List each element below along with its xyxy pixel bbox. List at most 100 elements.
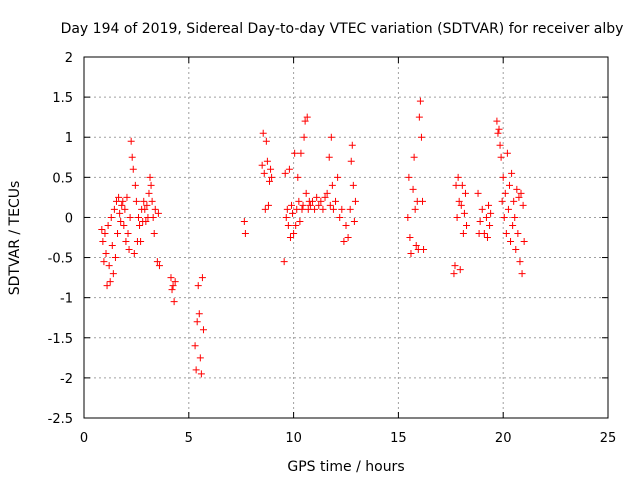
data-point [474,189,482,197]
data-point [411,205,419,213]
data-point [404,213,412,221]
data-point [114,229,122,237]
data-point [108,242,116,250]
data-point [329,205,337,213]
data-point [121,205,129,213]
data-point [118,201,126,209]
data-point [336,213,344,221]
data-point [195,310,203,318]
data-point [516,258,524,266]
data-point [487,209,495,217]
data-point [123,193,131,201]
data-point [122,238,130,246]
data-point [420,246,428,254]
data-point [505,181,513,189]
data-point [321,193,329,201]
data-point [169,282,177,290]
data-point [512,246,520,254]
plot-frame [83,56,609,419]
data-point [148,197,156,205]
data-point [134,213,142,221]
data-point [412,242,420,250]
data-point [455,197,463,205]
data-point [167,274,175,282]
data-point [410,153,418,161]
data-point [130,250,138,258]
data-point [485,201,493,209]
data-point [328,181,336,189]
data-point [100,258,108,266]
data-point [153,258,161,266]
data-point [332,197,340,205]
y-tick-label: 2 [65,51,73,66]
data-point [141,205,149,213]
data-point [497,153,505,161]
data-point [296,217,304,225]
data-point [515,193,523,201]
y-tick-label: -1.5 [48,332,73,347]
data-point [482,213,490,221]
y-axis-title: SDTVAR / TECUs [7,181,23,296]
data-point [170,298,178,306]
data-point [407,250,415,258]
data-point [415,113,423,121]
data-point [109,270,117,278]
data-point [98,225,106,233]
data-point [261,205,269,213]
data-point [502,229,510,237]
data-point [150,229,158,237]
data-point [340,238,348,246]
data-point [346,205,354,213]
data-point [241,229,249,237]
data-point [463,221,471,229]
data-point [267,165,275,173]
data-point [301,117,309,125]
data-point [126,213,134,221]
data-point [302,189,310,197]
data-point [102,250,110,258]
data-point [262,137,270,145]
data-point [192,366,200,374]
data-point [499,173,507,181]
data-point [520,238,528,246]
data-point [103,282,111,290]
data-point [451,262,459,270]
data-point [147,181,155,189]
data-point [115,193,123,201]
data-point [311,205,319,213]
data-point [193,318,201,326]
data-point [132,197,140,205]
data-point [290,229,298,237]
data-point [319,205,327,213]
x-tick-label: 0 [80,431,88,446]
data-point [137,238,145,246]
data-point [419,197,427,205]
data-point [286,234,294,241]
data-point [291,149,299,157]
data-point [496,141,504,149]
data-point [476,217,484,225]
data-point [265,177,273,185]
data-point [348,141,356,149]
data-point [349,181,357,189]
data-point [292,221,300,229]
data-point [456,266,464,274]
data-point [199,326,207,334]
data-point [149,213,157,221]
data-point [284,221,292,229]
data-point [191,342,199,350]
data-point [509,221,517,229]
data-point [478,205,486,213]
data-point [461,189,469,197]
data-point [197,370,205,378]
y-tick-label: -1 [60,292,73,307]
chart-title: Day 194 of 2019, Sidereal Day-to-day VTE… [61,21,624,37]
data-point [127,137,135,145]
data-point [154,209,162,217]
axis-ticks: 0 5 10 15 20 25 -2.5 -2 -1.5 -1 -0.5 0 0.5 1 1.5 2 [48,51,617,446]
data-point [457,201,465,209]
data-point [514,229,522,237]
data-point [151,205,159,213]
data-point [299,201,307,209]
